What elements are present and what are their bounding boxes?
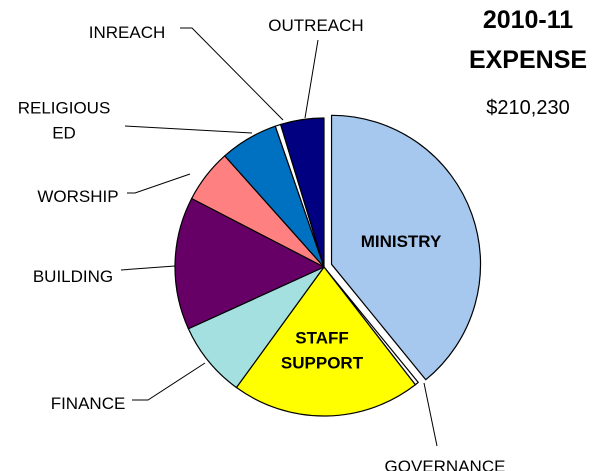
pie-slices: [174, 114, 482, 417]
chart-title-line-1: 2010-11: [483, 6, 573, 34]
leader-line-inreach: [180, 27, 284, 121]
chart-title-line-2: EXPENSE: [469, 46, 587, 74]
leader-line-governance: [423, 382, 438, 447]
leader-line-finance: [132, 362, 206, 401]
slice-label-building: BUILDING: [33, 267, 113, 286]
leader-lines: [120, 27, 438, 447]
pie-slice-staff-support: [235, 266, 416, 417]
total-expense: $210,230: [486, 97, 569, 119]
pie-slice-outreach: [280, 117, 325, 268]
slice-label-worship: WORSHIP: [37, 187, 118, 206]
slice-label-governance: GOVERNANCE: [385, 457, 506, 471]
slice-label-inreach: INREACH: [89, 23, 166, 42]
leader-line-outreach: [304, 39, 319, 119]
slice-label-ministry: MINISTRY: [361, 232, 442, 251]
slice-label-staff-support: STAFF SUPPORT: [281, 329, 364, 373]
slice-label-religious-ed: RELIGIOUS ED: [18, 99, 111, 143]
leader-line-worship: [127, 173, 191, 194]
leader-line-building: [120, 265, 176, 271]
pie-slice-building: [174, 197, 325, 330]
slice-label-outreach: OUTREACH: [268, 16, 363, 35]
pie-slice-ministry: [330, 114, 482, 381]
slice-label-finance: FINANCE: [51, 394, 126, 413]
slice-labels: MINISTRY GOVERNANCE STAFF SUPPORT FINANCE BUI…: [18, 16, 506, 471]
leader-line-religious-ed: [124, 125, 253, 134]
